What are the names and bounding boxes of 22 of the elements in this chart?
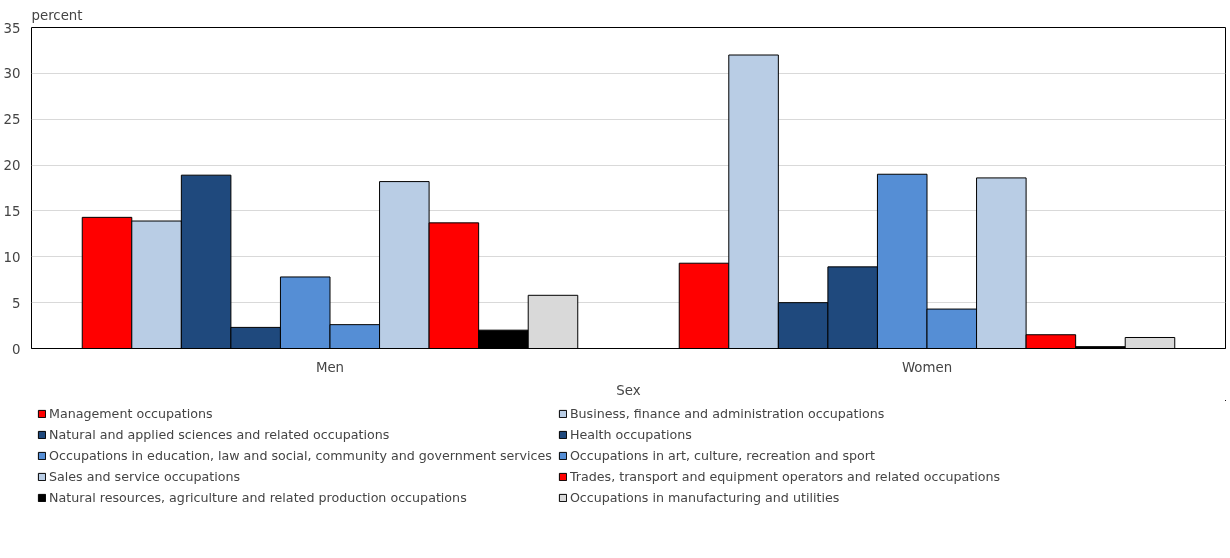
y-tick-label: 25 xyxy=(3,112,21,128)
y-tick-label: 15 xyxy=(3,203,21,219)
y-tick-label: 0 xyxy=(12,341,21,357)
x-tick-label: Men xyxy=(315,359,345,375)
y-tick-label: 35 xyxy=(3,20,21,36)
legend-label: Health occupations xyxy=(569,427,692,442)
y-tick-label: 10 xyxy=(3,249,21,265)
legend-label: Sales and service occupations xyxy=(49,469,241,484)
x-tick-label: Women xyxy=(901,359,953,375)
legend-label: Occupations in art, culture, recreation and sport xyxy=(569,448,875,463)
legend-label: Trades, transport and equipment operators and related occupations xyxy=(569,469,1001,484)
x-axis-title: Sex xyxy=(616,382,641,398)
legend-label: Occupations in education, law and social, community and government services xyxy=(49,448,552,463)
y-axis-title: percent xyxy=(31,7,83,23)
legend-label: Natural and applied sciences and related occupations xyxy=(49,427,390,442)
y-tick-label: 30 xyxy=(3,66,21,82)
y-tick-label: 20 xyxy=(3,158,21,174)
legend-label: Business, finance and administration occupations xyxy=(569,406,885,421)
legend-label: Management occupations xyxy=(49,406,213,421)
legend-label: Occupations in manufacturing and utilities xyxy=(569,490,840,505)
legend-label: Natural resources, agriculture and related production occupations xyxy=(49,490,467,505)
y-tick-label: 5 xyxy=(12,295,21,311)
